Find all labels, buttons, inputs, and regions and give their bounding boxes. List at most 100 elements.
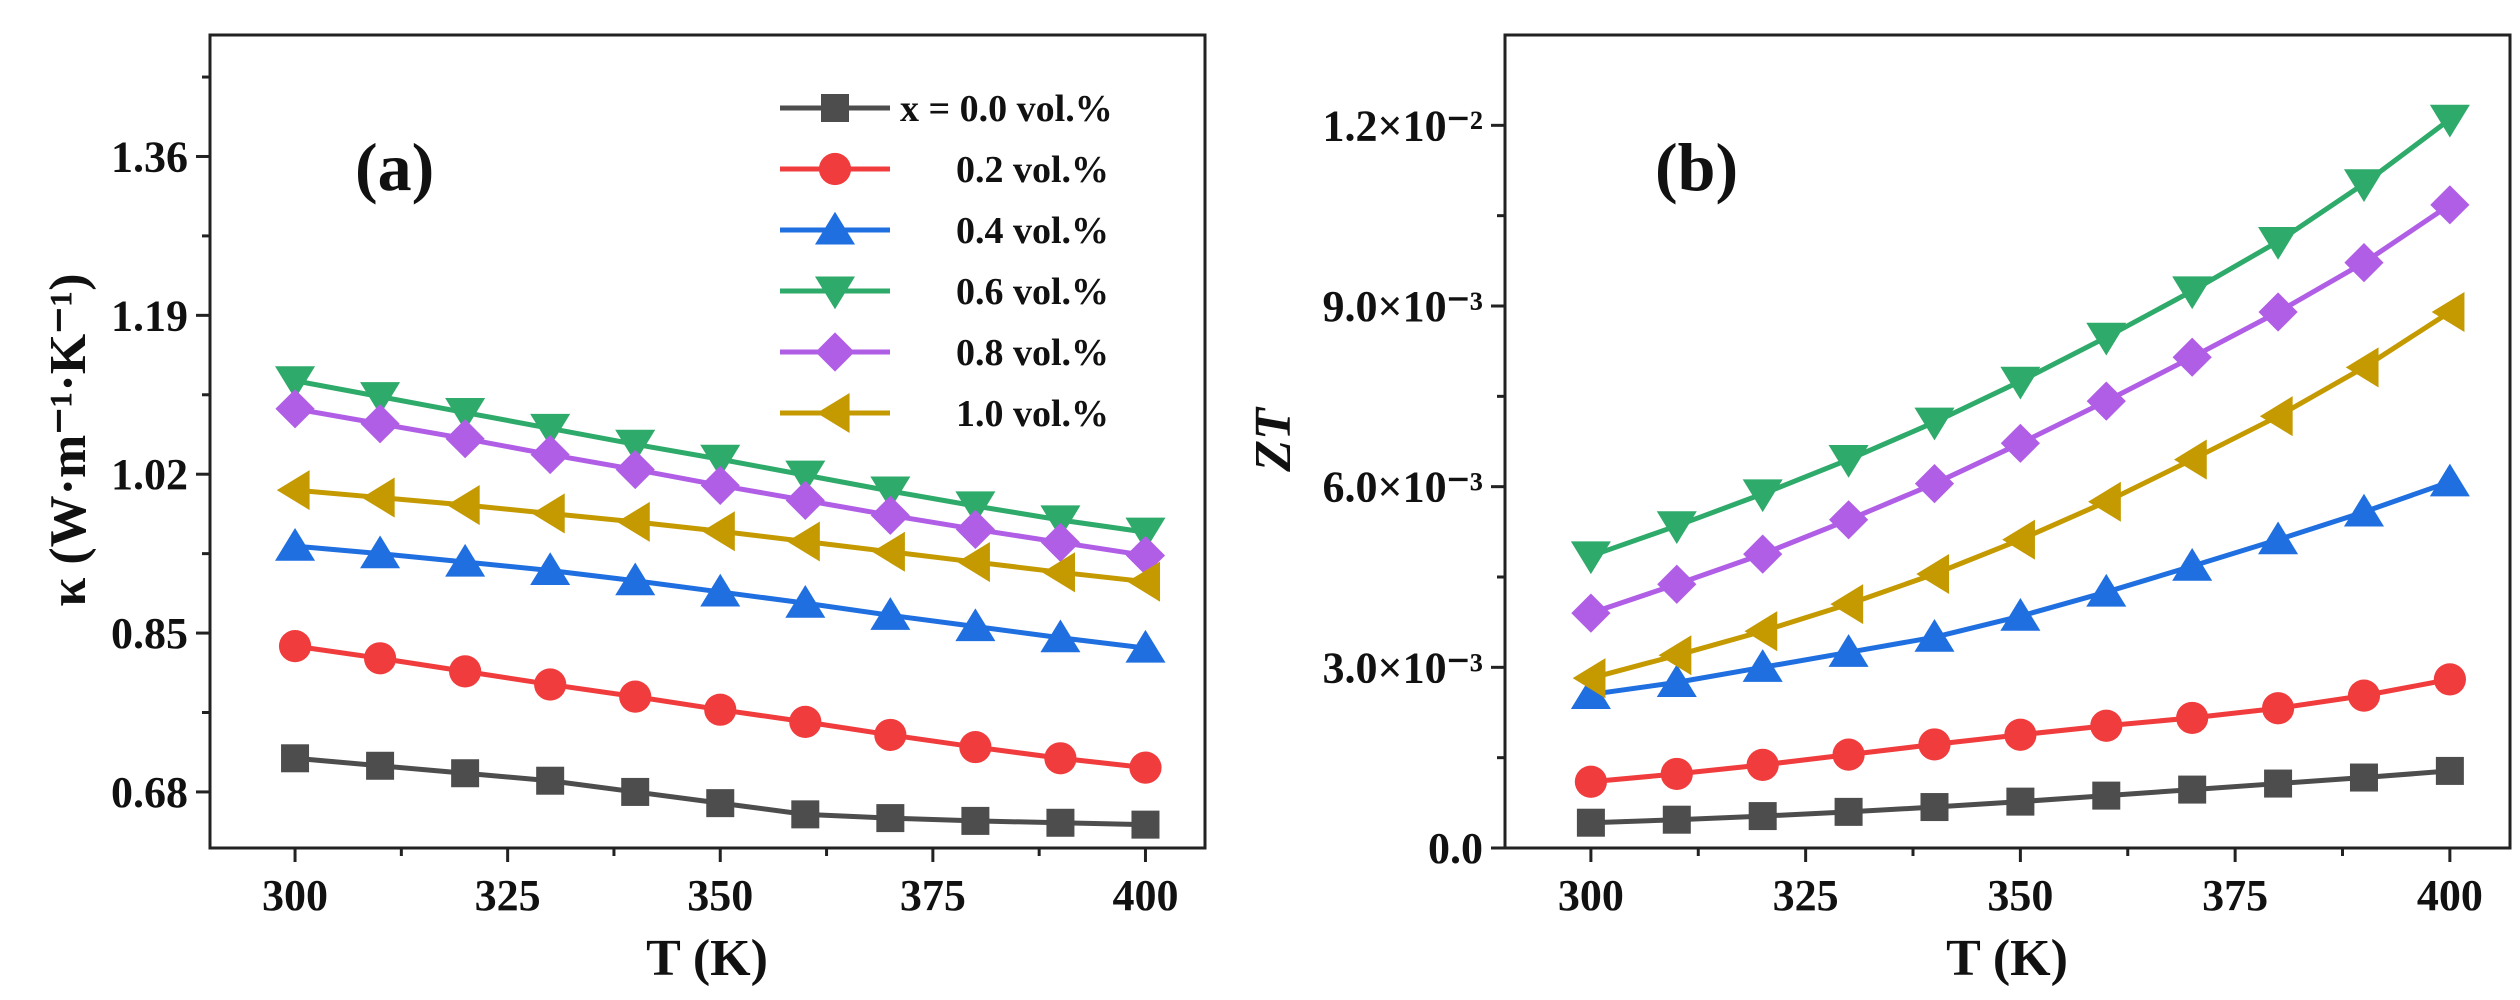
data-point	[706, 789, 735, 818]
data-point	[1042, 552, 1075, 593]
x-tick-label: 300	[262, 871, 328, 920]
panel-a-x-axis-title: T (K)	[646, 930, 768, 987]
data-point	[360, 535, 401, 569]
x-tick-label: 375	[2202, 871, 2268, 920]
data-point	[1832, 738, 1865, 771]
data-point	[617, 501, 650, 542]
data-point	[2000, 366, 2041, 400]
data-point	[530, 552, 571, 586]
data-point	[360, 382, 401, 415]
data-point	[1570, 541, 1611, 575]
panel-b-plot-frame	[1503, 33, 2512, 850]
data-point	[961, 806, 990, 835]
data-point	[1658, 635, 1692, 676]
data-point	[1570, 676, 1611, 709]
data-point	[445, 543, 486, 577]
y-tick-label: 6.0×10⁻³	[1323, 463, 1484, 512]
data-point	[1040, 505, 1081, 539]
data-point	[1828, 500, 1869, 540]
data-point	[361, 477, 395, 518]
data-point	[2433, 663, 2466, 696]
data-point	[278, 630, 312, 663]
data-point	[531, 493, 565, 534]
data-point	[2004, 718, 2037, 751]
data-point	[1828, 445, 1869, 478]
panel-a-x-axis: 300 325 350 375 400	[262, 848, 1178, 920]
data-point	[1660, 757, 1693, 791]
data-point	[445, 419, 485, 459]
legend-marker	[814, 211, 856, 245]
data-point	[957, 542, 990, 583]
series-0-4-vol-	[1570, 463, 2470, 709]
data-point	[2086, 381, 2126, 421]
data-point	[281, 744, 310, 773]
data-point	[1914, 464, 1955, 504]
data-point	[876, 804, 905, 833]
series-x-0-0-vol-	[281, 744, 1160, 839]
data-point	[445, 397, 486, 431]
data-point	[959, 730, 992, 764]
data-point	[1131, 810, 1160, 839]
data-point	[791, 800, 820, 829]
data-point	[785, 460, 826, 494]
data-point	[785, 480, 825, 520]
y-tick-label: 1.02	[111, 450, 188, 499]
data-point	[2429, 463, 2470, 497]
data-point	[702, 511, 735, 552]
series-0-6-vol-	[1570, 104, 2470, 575]
panel-b-zt-chart: 300 325 350 375 400 0.0 3.0×10⁻³ 6.0×10⁻³ 9.0×1…	[1245, 33, 2512, 987]
panel-a-y-axis: 0.68 0.85 1.02 1.19 1.36	[111, 75, 210, 817]
data-point	[2343, 169, 2384, 202]
data-point	[363, 642, 397, 675]
data-point	[1040, 522, 1081, 563]
data-point	[1656, 664, 1697, 697]
series-0-4-vol-	[275, 527, 1166, 663]
data-point	[2431, 292, 2465, 333]
data-point	[1914, 619, 1955, 652]
legend-label: 1.0 vol.%	[956, 393, 1109, 435]
legend-label: 0.2 vol.%	[956, 149, 1109, 191]
data-point	[530, 413, 571, 447]
data-point	[2090, 709, 2123, 742]
legend-item: x = 0.0 vol.%	[780, 88, 1113, 130]
data-point	[360, 404, 400, 444]
data-point	[2173, 439, 2207, 480]
data-point	[2000, 597, 2041, 631]
data-point	[2349, 763, 2378, 792]
data-point	[700, 573, 741, 607]
legend-label: 0.4 vol.%	[956, 210, 1109, 252]
data-point	[2259, 396, 2293, 437]
data-point	[1828, 634, 1869, 667]
data-point	[1748, 802, 1777, 831]
series-x-0-0-vol-	[1576, 756, 2464, 837]
data-point	[621, 777, 650, 806]
data-point	[2429, 104, 2470, 138]
y-tick-label: 1.19	[111, 291, 188, 340]
data-point	[870, 476, 911, 510]
panel-b-series	[1570, 104, 2470, 837]
data-point	[2172, 276, 2213, 310]
data-point	[955, 509, 995, 549]
legend-marker	[816, 392, 850, 434]
data-point	[1044, 742, 1077, 775]
series-1-0-vol-	[1572, 292, 2465, 699]
data-point	[2344, 243, 2384, 283]
series-0-2-vol-	[278, 630, 1162, 784]
data-point	[1657, 564, 1697, 604]
y-tick-label: 0.68	[111, 768, 188, 817]
data-point	[2258, 227, 2299, 260]
series-0-8-vol-	[275, 389, 1166, 576]
data-point	[1040, 619, 1081, 653]
data-point	[275, 366, 316, 399]
data-point	[2088, 481, 2121, 522]
y-tick-label: 1.36	[111, 132, 188, 181]
x-tick-label: 325	[475, 871, 541, 920]
data-point	[534, 668, 567, 701]
panel-a-plot-frame	[208, 33, 1207, 850]
legend-marker	[821, 94, 849, 122]
legend-label: 0.8 vol.%	[956, 332, 1109, 374]
y-tick-label: 0.0	[1428, 824, 1483, 873]
data-point	[1662, 805, 1691, 834]
data-point	[275, 527, 316, 561]
series-0-2-vol-	[1574, 663, 2466, 798]
